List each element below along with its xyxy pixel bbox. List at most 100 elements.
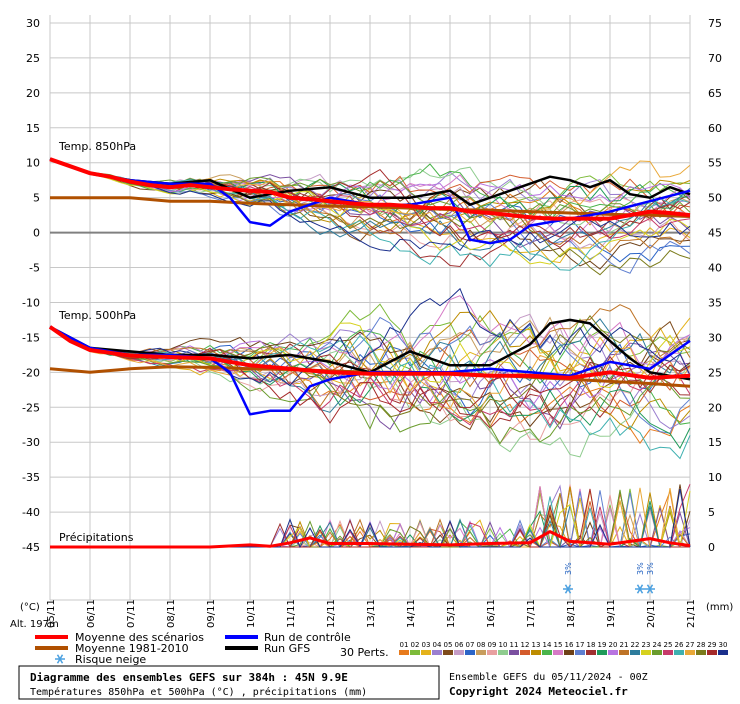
- member-key-swatch: [476, 650, 486, 655]
- member-key-label: 15: [554, 641, 563, 649]
- right-tick-label: 20: [708, 401, 722, 414]
- members-count-label: 30 Perts.: [340, 646, 389, 659]
- right-tick-label: 10: [708, 471, 722, 484]
- x-tick-label: 10/11: [246, 599, 257, 628]
- footer-subtitle: Températures 850hPa et 500hPa (°C) , pré…: [30, 686, 367, 698]
- member-key-label: 14: [543, 641, 552, 649]
- snowflake-icon: [645, 584, 655, 594]
- left-tick-label: -10: [22, 296, 40, 309]
- x-tick-label: 21/11: [686, 599, 697, 628]
- member-key-swatch: [410, 650, 420, 655]
- left-tick-label: -5: [29, 262, 40, 275]
- right-tick-label: 45: [708, 227, 722, 240]
- left-tick-label: 0: [33, 227, 40, 240]
- left-tick-label: 30: [26, 17, 40, 30]
- member-key-label: 21: [620, 641, 629, 649]
- member-key-label: 19: [598, 641, 607, 649]
- panel-label-t850: Temp. 850hPa: [58, 140, 136, 153]
- right-tick-label: 25: [708, 366, 722, 379]
- member-key-swatch: [608, 650, 618, 655]
- panel-label-t500: Temp. 500hPa: [58, 309, 136, 322]
- member-key-swatch: [465, 650, 475, 655]
- t850-mean-line: [49, 157, 691, 221]
- member-key-label: 08: [477, 641, 486, 649]
- snow-risk-value: 3%: [646, 562, 655, 575]
- member-key-label: 18: [587, 641, 596, 649]
- right-unit-label: (mm): [706, 602, 733, 613]
- member-key-swatch: [586, 650, 596, 655]
- member-key-label: 01: [400, 641, 409, 649]
- legend-label-mean: Moyenne des scénarios: [75, 631, 204, 644]
- footer-title: Diagramme des ensembles GEFS sur 384h : …: [30, 671, 348, 684]
- member-key-swatch: [630, 650, 640, 655]
- member-key-swatch: [663, 650, 673, 655]
- snow-risk-marker: 3%: [635, 562, 645, 594]
- member-key-swatch: [542, 650, 552, 655]
- member-key-swatch: [531, 650, 541, 655]
- legend-label-snow: Risque neige: [75, 653, 146, 666]
- member-key-label: 25: [664, 641, 673, 649]
- snow-risk-marker: 3%: [563, 562, 573, 594]
- x-tick-label: 11/11: [286, 599, 297, 628]
- legend-label-control: Run de contrôle: [264, 631, 351, 644]
- member-key-swatch: [575, 650, 585, 655]
- right-tick-label: 15: [708, 436, 722, 449]
- x-tick-label: 16/11: [486, 599, 497, 628]
- member-key-label: 11: [510, 641, 519, 649]
- left-tick-label: -45: [22, 541, 40, 554]
- precip-mean-line: [50, 530, 691, 549]
- member-key-label: 02: [411, 641, 420, 649]
- gridlines: [49, 15, 691, 601]
- member-key-swatch: [498, 650, 508, 655]
- member-key-swatch: [432, 650, 442, 655]
- member-key-label: 20: [609, 641, 618, 649]
- left-tick-label: -35: [22, 471, 40, 484]
- main-series: [48, 157, 691, 549]
- right-tick-label: 40: [708, 262, 722, 275]
- left-tick-label: -15: [22, 331, 40, 344]
- x-tick-label: 05/11: [46, 599, 57, 628]
- footer-title-box: [18, 665, 440, 700]
- member-key-label: 13: [532, 641, 541, 649]
- x-tick-label: 15/11: [446, 599, 457, 628]
- x-tick-label: 06/11: [86, 599, 97, 628]
- left-tick-label: 20: [26, 87, 40, 100]
- member-key-swatch: [399, 650, 409, 655]
- member-14-t850-line: [49, 158, 691, 221]
- snow-risk-marker: 3%: [645, 562, 655, 594]
- member-20-t850-line: [49, 158, 691, 214]
- right-tick-label: 5: [708, 506, 715, 519]
- member-key-swatch: [674, 650, 684, 655]
- member-key-label: 10: [499, 641, 508, 649]
- member-key-swatch: [685, 650, 695, 655]
- footer-run-info: Ensemble GEFS du 05/11/2024 - 00Z: [449, 672, 648, 683]
- x-tick-label: 19/11: [606, 599, 617, 628]
- member-key-swatch: [553, 650, 563, 655]
- axes: 302520151050-5-10-15-20-25-30-35-40-4575…: [22, 17, 722, 554]
- x-tick-label: 13/11: [366, 599, 377, 628]
- member-key-label: 24: [653, 641, 662, 649]
- snowflake-icon: [635, 584, 645, 594]
- member-key-label: 17: [576, 641, 585, 649]
- right-tick-label: 35: [708, 296, 722, 309]
- footer-copyright: Copyright 2024 Meteociel.fr: [449, 685, 628, 698]
- snow-risk-markers: 3% 3% 3%: [563, 562, 655, 594]
- member-key-swatch: [443, 650, 453, 655]
- left-tick-label: -40: [22, 506, 40, 519]
- member-key-label: 12: [521, 641, 530, 649]
- member-key-label: 27: [686, 641, 695, 649]
- right-tick-label: 60: [708, 122, 722, 135]
- member-15-t500-line: [49, 295, 691, 375]
- member-key-swatch: [564, 650, 574, 655]
- member-key-swatch: [696, 650, 706, 655]
- member-key-swatch: [487, 650, 497, 655]
- x-tick-label: 12/11: [326, 599, 337, 628]
- member-key-swatch: [641, 650, 651, 655]
- right-tick-label: 65: [708, 87, 722, 100]
- member-key-swatch: [652, 650, 662, 655]
- x-tick-label: 18/11: [566, 599, 577, 628]
- snowflake-icon: [563, 584, 573, 594]
- snow-risk-value: 3%: [636, 562, 645, 575]
- altitude-label: Alt. 197m: [10, 619, 59, 630]
- x-tick-labels: 05/11 06/11 07/11 08/11 09/11 10/11 11/11 12/11…: [46, 599, 697, 628]
